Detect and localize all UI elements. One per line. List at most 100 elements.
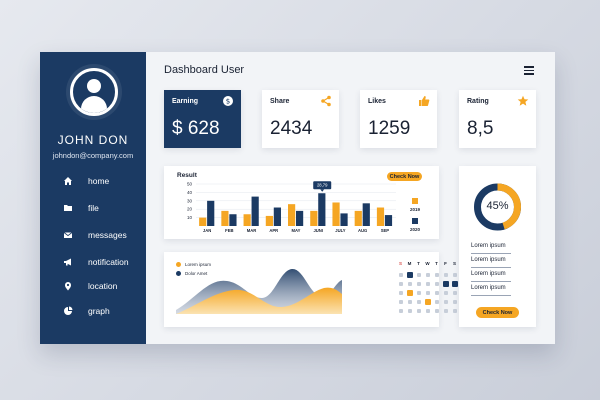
calendar-day[interactable] (398, 300, 403, 304)
sidebar-item-notification[interactable]: notification (62, 255, 129, 269)
y-tick-label: 20 (187, 207, 193, 212)
calendar-day[interactable] (398, 309, 403, 313)
calendar-day[interactable] (416, 300, 421, 304)
calendar-day[interactable] (416, 282, 421, 286)
folder-icon (62, 202, 74, 214)
calendar-weekday: T (435, 261, 438, 266)
earning-card[interactable]: Earning $ 628 $ (164, 90, 241, 148)
calendar-day[interactable] (416, 309, 421, 313)
sidebar-item-file[interactable]: file (62, 201, 99, 215)
calendar-day[interactable] (425, 282, 430, 286)
check-now-button[interactable]: Check Now (387, 172, 422, 181)
sidebar-item-label: file (88, 203, 99, 213)
x-tick-label: MAY (292, 228, 301, 233)
calendar-day[interactable] (425, 309, 430, 313)
calendar-day[interactable] (443, 273, 448, 277)
calendar-weekday: W (425, 261, 430, 266)
calendar-day[interactable] (407, 282, 412, 286)
progress-card: 45% Lorem ipsum Lorem ipsum Lorem ipsum … (459, 166, 536, 327)
chart-title: Result (177, 172, 197, 179)
x-tick-label: AUG (358, 228, 367, 233)
calendar-day[interactable] (443, 300, 448, 304)
avatar[interactable] (70, 68, 118, 116)
calendar-day[interactable] (398, 282, 403, 286)
calendar-day[interactable] (407, 309, 412, 313)
sidebar-item-graph[interactable]: graph (62, 304, 110, 318)
calendar-day[interactable] (398, 291, 403, 295)
calendar-day[interactable] (452, 309, 457, 313)
x-tick-label: JULY (335, 228, 346, 233)
list-item[interactable]: Lorem ipsum (471, 243, 511, 254)
calendar-day[interactable] (451, 281, 458, 287)
calendar-day[interactable] (406, 272, 413, 278)
bar-2019-jan (199, 217, 207, 226)
calendar-weekday: S (398, 261, 402, 266)
stat-label: Earning (172, 98, 199, 105)
y-tick-label: 40 (187, 190, 193, 195)
calendar-day[interactable] (424, 299, 431, 305)
tooltip-value: 28,79 (317, 182, 328, 187)
stat-value: 2434 (270, 118, 313, 139)
sidebar-item-home[interactable]: home (62, 174, 109, 188)
calendar-day[interactable] (443, 309, 448, 313)
calendar-day[interactable] (434, 282, 439, 286)
share-card[interactable]: Share 2434 (262, 90, 339, 148)
calendar-day[interactable] (452, 291, 457, 295)
list-item[interactable]: Lorem ipsum (471, 285, 511, 296)
sidebar-item-location[interactable]: location (62, 279, 117, 293)
dollar-icon: $ (223, 96, 233, 106)
calendar-day[interactable] (406, 290, 413, 296)
x-tick-label: JUNI (313, 228, 323, 233)
x-tick-label: APR (269, 228, 278, 233)
calendar-day[interactable] (416, 291, 421, 295)
dashboard-frame: JOHN DON johndon@company.com home file m… (40, 52, 555, 344)
donut-percent: 45% (486, 200, 509, 212)
stat-label: Likes (368, 98, 386, 105)
legend-swatch-dolor (176, 271, 181, 276)
calendar-day[interactable] (407, 300, 412, 304)
list-item[interactable]: Lorem ipsum (471, 257, 511, 268)
bar-2020-sep (384, 215, 393, 226)
calendar-day[interactable] (425, 273, 430, 277)
calendar-day[interactable] (416, 273, 421, 277)
calendar-day[interactable] (452, 273, 457, 277)
y-tick-label: 30 (187, 198, 193, 203)
hamburger-menu-icon[interactable] (524, 66, 534, 75)
calendar-weekday: T (417, 261, 420, 266)
calendar-day[interactable] (452, 300, 457, 304)
bar-2019-july (332, 202, 340, 226)
megaphone-icon (62, 256, 74, 268)
svg-text:$: $ (226, 98, 230, 106)
home-icon (62, 175, 74, 187)
calendar-weekday: F (444, 261, 447, 266)
pie-chart-icon (62, 305, 74, 317)
result-bar-chart: 10 20 30 40 50 JAN FEB MAR APR MAY JUNI JULY AUG SEP 2… (187, 181, 421, 233)
rating-card[interactable]: Rating 8,5 (459, 90, 536, 148)
calendar-day[interactable] (434, 273, 439, 277)
calendar-day[interactable] (434, 309, 439, 313)
calendar-day[interactable] (425, 291, 430, 295)
calendar-day[interactable] (443, 291, 448, 295)
sidebar-item-label: home (88, 176, 110, 186)
x-tick-label: MAR (247, 228, 257, 233)
calendar-day[interactable] (398, 273, 403, 277)
sidebar-item-label: location (88, 281, 118, 291)
likes-card[interactable]: Likes 1259 (360, 90, 437, 148)
stat-value: $ 628 (172, 118, 220, 139)
legend-label: 2019 (410, 207, 421, 212)
check-now-button[interactable]: Check Now (476, 307, 519, 318)
sidebar-item-messages[interactable]: messages (62, 228, 127, 242)
area-series-lorem (176, 287, 342, 314)
donut-chart (474, 183, 521, 231)
user-email: johndon@company.com (52, 151, 134, 160)
calendar-day[interactable] (434, 291, 439, 295)
legend-label: Dolor Amet (185, 271, 208, 276)
calendar-weekday: M (407, 261, 412, 266)
sidebar-item-label: notification (88, 257, 129, 267)
y-tick-label: 50 (187, 182, 193, 187)
tooltip-pointer (320, 189, 325, 192)
calendar-day[interactable] (434, 300, 439, 304)
stat-value: 8,5 (467, 118, 494, 139)
calendar-day[interactable] (442, 281, 449, 287)
list-item[interactable]: Lorem ipsum (471, 271, 511, 282)
